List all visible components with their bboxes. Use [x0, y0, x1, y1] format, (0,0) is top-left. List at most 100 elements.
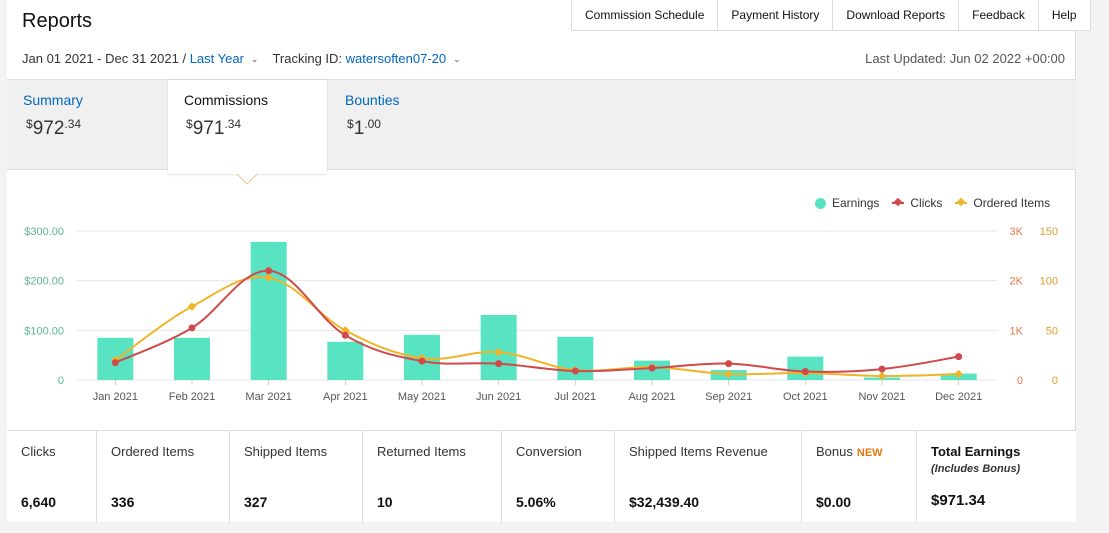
metric-value: $0.00 [816, 494, 852, 510]
x-tick-label: Jul 2021 [555, 391, 597, 403]
clicks-point [188, 324, 196, 332]
clicks-point [648, 364, 656, 372]
metric-label: Shipped Items [244, 444, 328, 459]
clicks-point [111, 359, 119, 367]
legend-label: Ordered Items [973, 196, 1051, 210]
metrics-bar: Clicks 6,640 Ordered Items 336 Shipped I… [7, 430, 1076, 523]
legend-item-earnings[interactable]: Earnings [815, 196, 879, 210]
clicks-point [725, 360, 733, 368]
y-tick-left: $300.00 [24, 226, 64, 238]
metric-ordered-items: Ordered Items 336 [97, 431, 230, 523]
metric-label: Shipped Items Revenue [629, 444, 768, 459]
metric-value: 10 [377, 494, 393, 510]
y-tick-right-outer: 3K [1010, 226, 1024, 238]
ordered-items-point [494, 347, 503, 357]
date-range-text: Jan 01 2021 - Dec 31 2021 / [22, 51, 187, 66]
metric-value: $971.34 [931, 492, 986, 509]
clicks-point [571, 367, 579, 375]
x-tick-label: Oct 2021 [783, 391, 828, 403]
tracking-id-dropdown[interactable]: watersoften07-20 [345, 51, 447, 66]
metric-label: Total Earnings [931, 444, 1021, 459]
y-tick-right-outer: 2K [1010, 276, 1024, 288]
summary-tab-summary[interactable]: Summary $972.34 [7, 80, 168, 171]
y-tick-left: 0 [58, 375, 64, 387]
metric-label: Ordered Items [111, 444, 195, 459]
earnings-chart: $300.00 3K 150 $200.00 2K 100 $100.00 1K 50 0 0 0 Ja… [24, 226, 1058, 403]
clicks-point [955, 353, 963, 361]
y-tick-right-inner: 150 [1040, 226, 1058, 238]
summary-tab-value: $972.34 [26, 117, 82, 139]
summary-tab-commissions[interactable]: Commissions $971.34 [168, 80, 327, 174]
legend-swatch-ordered-items [955, 202, 968, 204]
metric-total-earnings: Total Earnings (Includes Bonus) $971.34 [917, 431, 1076, 523]
metric-label: Clicks [21, 444, 56, 459]
tab-download-reports[interactable]: Download Reports [833, 0, 960, 31]
y-tick-right-outer: 1K [1010, 325, 1024, 337]
legend-item-ordered-items[interactable]: Ordered Items [955, 196, 1050, 210]
summary-tab-label: Commissions [184, 92, 269, 108]
ordered-items-point [341, 326, 350, 335]
clicks-line [114, 269, 959, 373]
report-filters: Jan 01 2021 - Dec 31 2021 / Last Year ⌄ T… [22, 51, 475, 66]
summary-tab-value: $1.00 [347, 117, 381, 139]
y-tick-right-inner: 50 [1046, 325, 1058, 337]
metric-clicks: Clicks 6,640 [7, 431, 97, 523]
clicks-point [341, 331, 349, 339]
ordered-items-point [877, 371, 887, 381]
top-nav: Commission Schedule Payment History Down… [571, 0, 1091, 31]
y-tick-right-inner: 100 [1040, 276, 1058, 288]
tab-payment-history[interactable]: Payment History [718, 0, 834, 31]
y-tick-right-inner: 0 [1052, 375, 1058, 387]
earnings-bar [250, 241, 287, 380]
ordered-items-line [114, 276, 959, 378]
clicks-point [495, 360, 503, 368]
metric-value: $32,439.40 [629, 494, 700, 510]
x-tick-label: Mar 2021 [245, 391, 291, 403]
clicks-point [878, 365, 886, 373]
earnings-bar [174, 337, 210, 380]
x-tick-label: Jun 2021 [476, 391, 521, 403]
page-title: Reports [22, 10, 93, 32]
metric-label: Bonus NEW [816, 444, 883, 459]
chevron-down-icon[interactable]: ⌄ [453, 54, 461, 64]
y-tick-right-outer: 0 [1017, 375, 1023, 387]
metric-sublabel: (Includes Bonus) [931, 463, 1021, 475]
x-tick-label: May 2021 [398, 391, 446, 403]
clicks-point [265, 267, 273, 275]
earnings-bar [480, 314, 517, 380]
chart-legend: Earnings Clicks Ordered Items [815, 196, 1063, 210]
ordered-items-point [187, 302, 197, 311]
metric-value: 336 [111, 494, 135, 510]
metric-conversion: Conversion 5.06% [502, 431, 615, 523]
ordered-items-point [264, 273, 273, 282]
legend-label: Earnings [832, 196, 880, 210]
metric-value: 327 [244, 494, 268, 510]
new-badge: NEW [856, 447, 883, 459]
earnings-bar [327, 341, 364, 380]
period-dropdown[interactable]: Last Year [189, 51, 244, 66]
summary-tabs: Summary $972.34 Commissions $971.34 Boun… [7, 79, 1076, 174]
tab-feedback[interactable]: Feedback [959, 0, 1039, 31]
clicks-point [801, 368, 809, 376]
x-tick-label: Feb 2021 [169, 391, 215, 403]
summary-tab-bounties[interactable]: Bounties $1.00 [329, 80, 489, 171]
metric-value: 6,640 [21, 494, 57, 510]
legend-swatch-earnings [815, 197, 826, 209]
legend-item-clicks[interactable]: Clicks [892, 196, 942, 210]
summary-tab-value: $971.34 [186, 117, 242, 139]
x-tick-label: Dec 2021 [935, 391, 982, 403]
legend-label: Clicks [910, 196, 943, 210]
x-tick-label: Sep 2021 [705, 391, 752, 403]
x-tick-label: Jan 2021 [93, 391, 138, 403]
clicks-point [418, 357, 426, 365]
tab-commission-schedule[interactable]: Commission Schedule [572, 0, 719, 31]
chevron-down-icon[interactable]: ⌄ [250, 54, 259, 64]
metric-bonus: Bonus NEW $0.00 [802, 431, 917, 523]
x-tick-label: Apr 2021 [323, 391, 368, 403]
metric-label: Conversion [516, 444, 582, 459]
metric-shipped-items: Shipped Items 327 [230, 431, 363, 523]
tab-help[interactable]: Help [1039, 0, 1091, 31]
legend-swatch-clicks [892, 202, 905, 204]
x-tick-label: Nov 2021 [858, 391, 905, 403]
x-tick-label: Aug 2021 [628, 391, 675, 403]
